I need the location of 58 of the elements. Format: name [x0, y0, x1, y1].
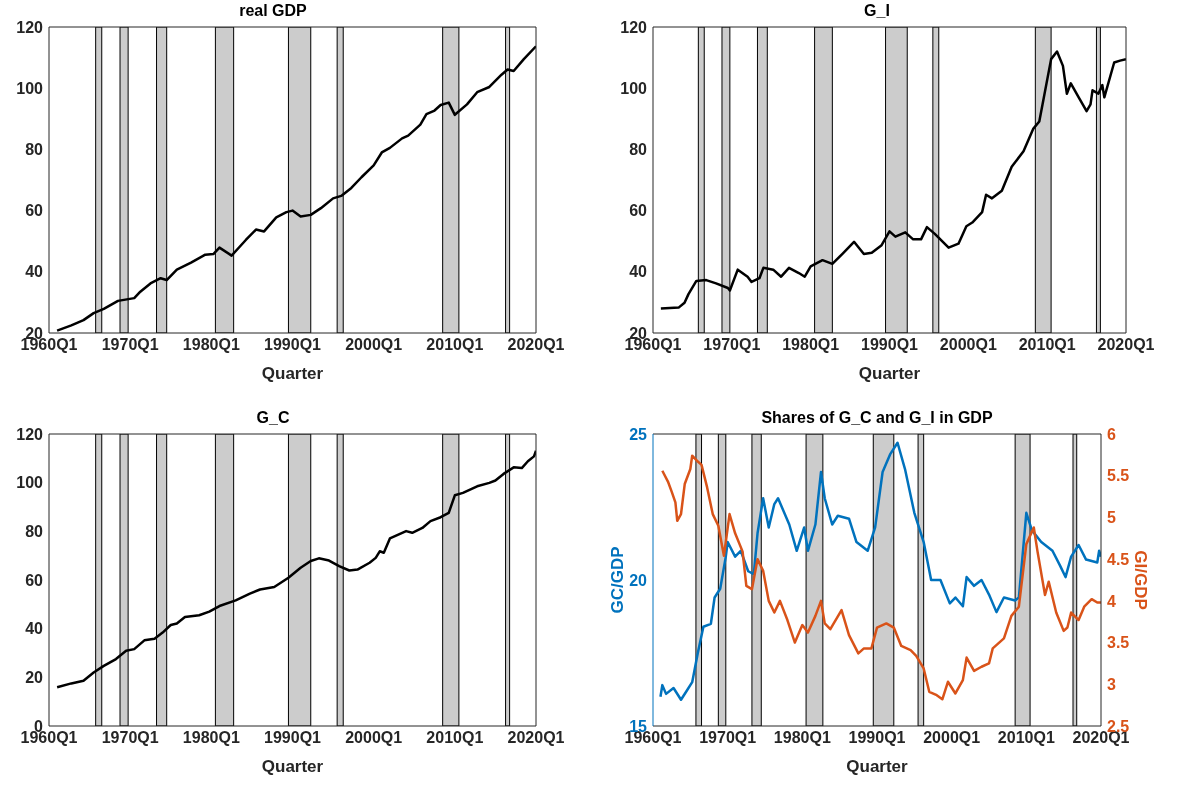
y-tick-label: 20 — [25, 669, 44, 687]
x-tick-label: 1980Q1 — [182, 336, 240, 354]
x-tick-label: 2000Q1 — [345, 336, 403, 354]
chart-title: G_I — [864, 2, 890, 19]
y-tick-label: 40 — [25, 263, 44, 281]
y2-axis-title: GI/GDP — [1130, 550, 1150, 610]
y-tick-label: 80 — [629, 141, 648, 159]
x-tick-label: 2020Q1 — [507, 336, 565, 354]
x-axis-title: Quarter — [846, 757, 909, 776]
x-tick-label: 1970Q1 — [703, 336, 761, 354]
x-tick-label: 1980Q1 — [782, 336, 840, 354]
y-tick-label: 40 — [629, 263, 648, 281]
y-tick-label: 40 — [25, 620, 44, 638]
x-tick-label: 1990Q1 — [264, 729, 322, 747]
x-tick-label: 2010Q1 — [426, 729, 484, 747]
y2-tick-label: 4 — [1107, 592, 1116, 610]
chart-title: G_C — [256, 409, 290, 426]
x-tick-label: 1970Q1 — [699, 729, 757, 747]
x-tick-label: 1970Q1 — [101, 336, 159, 354]
y-tick-label: 60 — [25, 571, 44, 589]
x-axis-title: Quarter — [858, 364, 921, 383]
x-tick-label: 1990Q1 — [264, 336, 322, 354]
y-axis-title: GC/GDP — [608, 546, 628, 614]
y-tick-label: 60 — [25, 202, 44, 220]
y2-tick-label: 4.5 — [1107, 550, 1130, 568]
chart-title: real GDP — [239, 2, 307, 19]
y-tick-label: 120 — [620, 18, 648, 36]
y-tick-label: 120 — [16, 425, 44, 443]
x-axis-title: Quarter — [261, 757, 324, 776]
x-tick-label: 2000Q1 — [345, 729, 403, 747]
x-tick-label: 1970Q1 — [101, 729, 159, 747]
y-tick-label: 60 — [629, 202, 648, 220]
x-tick-label: 2020Q1 — [507, 729, 565, 747]
y-tick-label: 100 — [620, 79, 648, 97]
x-tick-label: 1980Q1 — [773, 729, 831, 747]
x-tick-label: 2000Q1 — [923, 729, 981, 747]
y-tick-label: 20 — [629, 571, 648, 589]
x-tick-label: 2020Q1 — [1097, 336, 1155, 354]
x-axis-title: Quarter — [261, 364, 324, 383]
y2-tick-label: 6 — [1107, 425, 1116, 443]
y2-tick-label: 5.5 — [1107, 467, 1130, 485]
x-tick-label: 2010Q1 — [426, 336, 484, 354]
y2-tick-label: 3 — [1107, 675, 1116, 693]
y2-tick-label: 3.5 — [1107, 634, 1130, 652]
x-tick-label: 1990Q1 — [861, 336, 919, 354]
x-tick-label: 1990Q1 — [848, 729, 906, 747]
x-tick-label: 2000Q1 — [939, 336, 997, 354]
y-tick-label: 100 — [16, 474, 44, 492]
y-tick-label: 25 — [629, 425, 648, 443]
y-tick-label: 100 — [16, 79, 44, 97]
chart-title: Shares of G_C and G_I in GDP — [761, 409, 993, 426]
x-tick-label: 1980Q1 — [182, 729, 240, 747]
y2-tick-label: 5 — [1107, 509, 1116, 527]
y-tick-label: 80 — [25, 523, 44, 541]
x-tick-label: 2010Q1 — [997, 729, 1055, 747]
y-tick-label: 80 — [25, 141, 44, 159]
x-tick-label: 2010Q1 — [1018, 336, 1076, 354]
y-tick-label: 120 — [16, 18, 44, 36]
